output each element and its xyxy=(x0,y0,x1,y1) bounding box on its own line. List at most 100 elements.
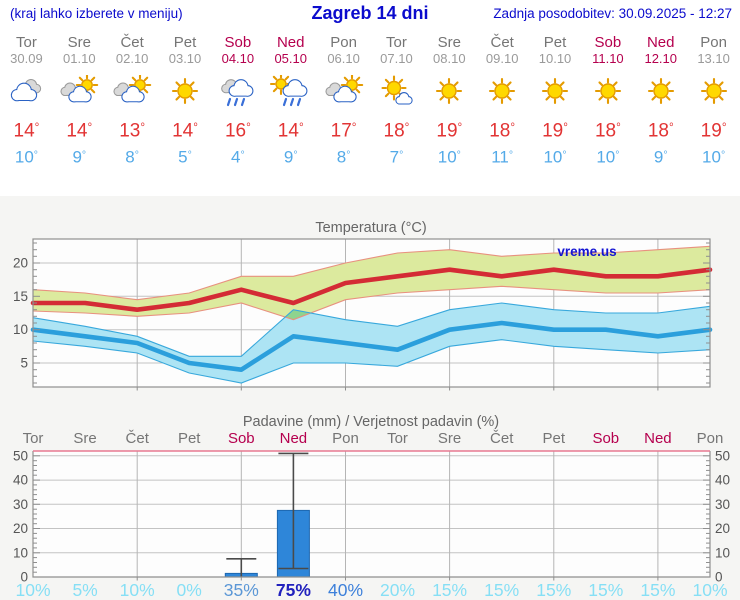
max-temp: 17° xyxy=(330,120,357,142)
day-column: Tor 07.10 18° 7° xyxy=(370,30,423,167)
partly-cloudy-icon xyxy=(106,73,159,111)
min-temp: 8° xyxy=(125,148,139,168)
min-temp: 10° xyxy=(437,148,461,168)
mostly-sunny-icon xyxy=(370,75,423,111)
day-date: 08.10 xyxy=(433,51,466,66)
precip-day-label: Čet xyxy=(490,430,514,447)
day-column: Pon 13.10 19° 10° xyxy=(687,30,740,167)
watermark: vreme.us xyxy=(557,244,616,259)
svg-text:40: 40 xyxy=(715,473,730,488)
pop-label: 5% xyxy=(72,580,97,600)
day-forecast-strip: Tor 30.09 14° 10° Sre 01.10 14° 9° Čet 02.10 13° 8°… xyxy=(0,30,740,167)
svg-text:20: 20 xyxy=(13,256,28,271)
day-date: 05.10 xyxy=(274,51,307,66)
day-date: 02.10 xyxy=(115,51,149,66)
svg-text:40: 40 xyxy=(13,473,28,488)
pop-label: 10% xyxy=(15,580,50,600)
tmax-line xyxy=(30,267,713,312)
max-temp: 16° xyxy=(224,120,251,142)
max-temp: 18° xyxy=(383,120,410,142)
day-date: 13.10 xyxy=(697,51,730,66)
sunny-icon xyxy=(529,75,582,111)
precip-day-label: Pon xyxy=(697,430,724,447)
svg-text:5: 5 xyxy=(20,356,28,371)
precip-day-label: Pon xyxy=(332,430,359,447)
min-temp: 9° xyxy=(283,148,298,168)
page-title: Zagreb 14 dni xyxy=(311,3,429,23)
precip-day-label: Sre xyxy=(73,430,96,447)
pop-label: 75% xyxy=(276,580,311,600)
max-temp: 19° xyxy=(542,120,568,142)
min-temp: 10° xyxy=(596,148,620,168)
min-temp: 10° xyxy=(14,148,38,168)
day-column: Pet 10.10 19° 10° xyxy=(529,30,582,167)
max-temp: 18° xyxy=(594,120,621,142)
partly-cloudy-icon xyxy=(317,73,370,111)
pop-label: 10% xyxy=(120,580,155,600)
precip-day-label: Ned xyxy=(280,430,308,447)
day-column: Sob 04.10 16° 4° xyxy=(211,30,264,167)
header: (kraj lahko izberete v meniju) Zagreb 14… xyxy=(0,0,740,28)
max-temp: 14° xyxy=(172,120,198,142)
cloudy-icon xyxy=(0,75,53,111)
day-name: Pet xyxy=(543,34,567,51)
pop-label: 15% xyxy=(536,580,571,600)
day-column: Sre 08.10 19° 10° xyxy=(423,30,476,167)
day-name: Tor xyxy=(386,34,407,51)
day-name: Sre xyxy=(437,34,461,51)
day-name: Ned xyxy=(646,34,675,51)
min-temp: 9° xyxy=(72,148,87,168)
pop-label: 15% xyxy=(640,580,675,600)
svg-text:10: 10 xyxy=(715,545,730,560)
pop-label: 0% xyxy=(177,580,202,600)
precip-day-label: Ned xyxy=(644,430,672,447)
precip-day-label: Pet xyxy=(543,430,566,447)
min-temp: 10° xyxy=(543,148,567,168)
precip-day-label: Pet xyxy=(178,430,201,447)
pop-label: 20% xyxy=(380,580,415,600)
svg-text:30: 30 xyxy=(715,497,730,512)
day-name: Tor xyxy=(16,34,37,51)
sunny-icon xyxy=(634,75,687,111)
sunny-icon xyxy=(581,75,634,111)
svg-text:30: 30 xyxy=(13,497,28,512)
day-column: Ned 12.10 18° 9° xyxy=(634,30,687,167)
day-column: Ned 05.10 14° 9° xyxy=(264,30,317,167)
min-temp: 5° xyxy=(178,148,192,168)
max-temp: 18° xyxy=(647,120,674,142)
sunny-icon xyxy=(423,75,476,111)
svg-text:0: 0 xyxy=(715,570,723,585)
precip-day-label: Tor xyxy=(23,430,44,447)
day-name: Pon xyxy=(330,34,357,51)
partly-cloudy-icon xyxy=(53,73,106,111)
day-date: 03.10 xyxy=(168,51,202,66)
svg-text:20: 20 xyxy=(13,521,28,536)
svg-text:10: 10 xyxy=(13,545,28,560)
day-name: Sob xyxy=(594,34,622,51)
day-name: Čet xyxy=(490,34,514,51)
max-temp: 18° xyxy=(489,120,516,142)
svg-text:50: 50 xyxy=(13,448,28,463)
day-date: 09.10 xyxy=(485,51,519,66)
day-column: Pon 06.10 17° 8° xyxy=(317,30,370,167)
pop-label: 10% xyxy=(692,580,727,600)
last-update: Zadnja posodobitev: 30.09.2025 - 12:27 xyxy=(493,6,732,21)
sun-rain-icon xyxy=(264,72,317,111)
day-date: 07.10 xyxy=(380,51,413,66)
min-temp: 7° xyxy=(389,148,404,168)
day-date: 11.10 xyxy=(592,51,624,66)
day-column: Sre 01.10 14° 9° xyxy=(53,30,106,167)
day-date: 04.10 xyxy=(221,51,255,66)
min-temp: 4° xyxy=(231,148,245,168)
max-temp: 14° xyxy=(277,120,304,142)
pop-label: 40% xyxy=(328,580,363,600)
min-temp: 9° xyxy=(653,148,668,168)
day-date: 10.10 xyxy=(538,51,572,66)
precip-day-label: Sre xyxy=(438,430,461,447)
precip-day-label: Sob xyxy=(592,430,619,447)
svg-text:20: 20 xyxy=(715,521,730,536)
precip-chart-title: Padavine (mm) / Verjetnost padavin (%) xyxy=(243,414,499,430)
min-temp: 10° xyxy=(702,148,726,168)
